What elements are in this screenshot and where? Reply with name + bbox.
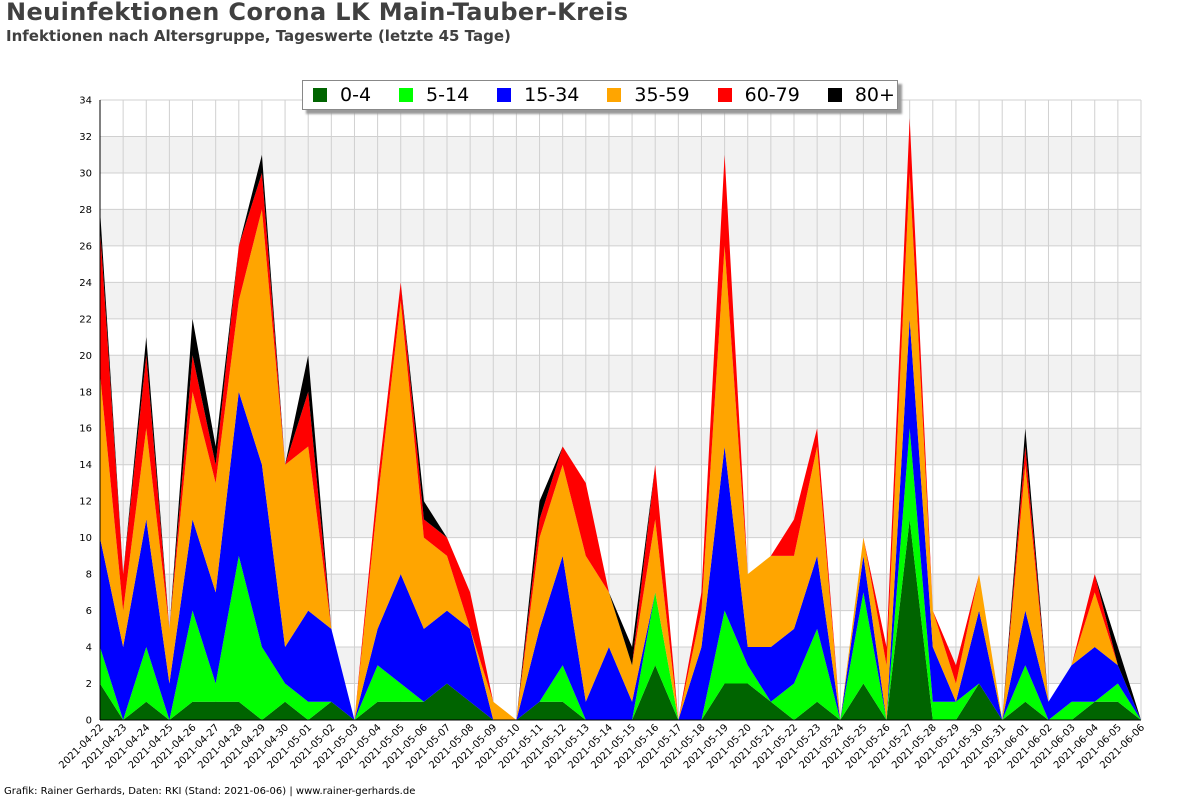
legend-swatch — [399, 88, 414, 102]
chart-footer-credit: Grafik: Rainer Gerhards, Daten: RKI (Sta… — [4, 786, 416, 797]
y-tick-label: 8 — [86, 570, 92, 581]
grid-band — [100, 209, 1141, 246]
y-tick-label: 0 — [86, 716, 92, 727]
y-tick-label: 14 — [79, 460, 92, 471]
area-series-60-79 — [100, 118, 1141, 721]
y-tick-label: 12 — [79, 497, 92, 508]
legend-item-60-79: 60-79 — [717, 84, 800, 106]
legend-item-80+: 80+ — [827, 84, 895, 106]
legend-swatch — [717, 88, 732, 102]
legend-swatch — [827, 88, 842, 102]
chart-subtitle: Infektionen nach Altersgruppe, Tageswert… — [6, 27, 511, 45]
y-tick-label: 26 — [79, 241, 92, 252]
y-tick-label: 16 — [79, 424, 92, 435]
legend-label: 5-14 — [426, 84, 470, 106]
legend-item-15-34: 15-34 — [497, 84, 579, 106]
y-tick-label: 24 — [79, 278, 92, 289]
legend-label: 60-79 — [744, 84, 800, 106]
area-series-15-34 — [100, 318, 1141, 720]
legend-swatch — [497, 88, 512, 102]
y-tick-label: 20 — [79, 351, 92, 362]
legend-label: 80+ — [854, 84, 895, 106]
y-tick-label: 6 — [86, 606, 92, 617]
chart-title: Neuinfektionen Corona LK Main-Tauber-Kre… — [6, 0, 629, 26]
legend-label: 0-4 — [340, 84, 372, 106]
y-tick-label: 30 — [79, 168, 92, 179]
y-tick-label: 2 — [86, 679, 92, 690]
y-tick-label: 28 — [79, 205, 92, 216]
y-tick-label: 10 — [79, 533, 92, 544]
area-series-5-14 — [100, 428, 1141, 720]
legend-item-0-4: 0-4 — [313, 84, 371, 106]
grid-band — [100, 136, 1141, 173]
legend-swatch — [607, 88, 622, 102]
legend-label: 35-59 — [634, 84, 690, 106]
y-tick-label: 34 — [79, 96, 92, 107]
legend-item-5-14: 5-14 — [399, 84, 469, 106]
legend-item-35-59: 35-59 — [607, 84, 690, 106]
y-tick-label: 18 — [79, 387, 92, 398]
legend-label: 15-34 — [524, 84, 580, 106]
legend-swatch — [313, 88, 327, 102]
y-tick-label: 32 — [79, 132, 92, 143]
y-tick-label: 4 — [86, 643, 92, 654]
y-tick-label: 22 — [79, 314, 92, 325]
chart-legend: 0-4 5-14 15-34 35-59 60-79 80+ — [302, 80, 898, 110]
